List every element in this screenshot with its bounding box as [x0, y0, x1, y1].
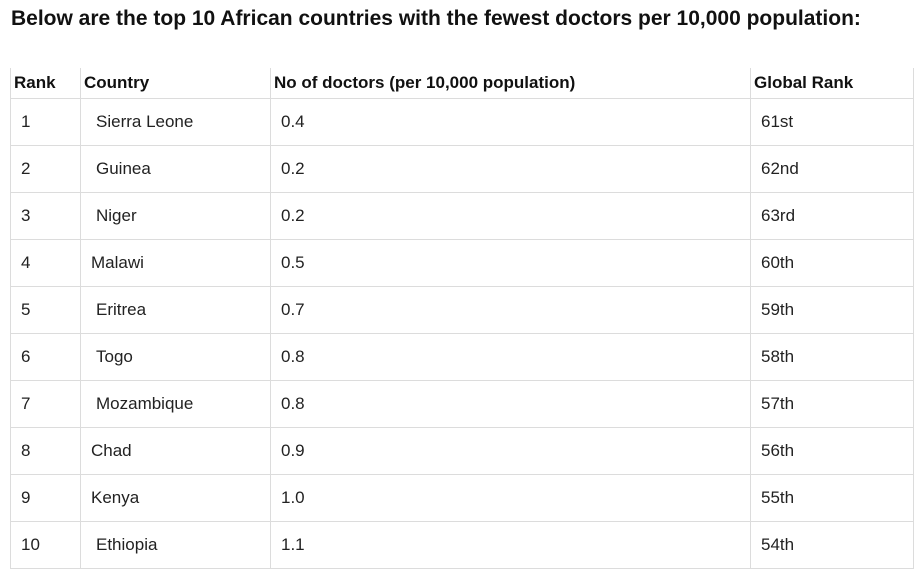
country-cell: Sierra Leone — [80, 98, 271, 146]
country-cell: Chad — [80, 427, 271, 475]
doctors-cell: 0.9 — [270, 427, 751, 475]
global-rank-cell: 60th — [750, 239, 914, 287]
doctors-cell: 0.7 — [270, 286, 751, 334]
column-header-rank: Rank — [10, 68, 81, 99]
global-rank-cell: 58th — [750, 333, 914, 381]
doctors-cell: 0.2 — [270, 145, 751, 193]
country-cell: Ethiopia — [80, 521, 271, 569]
column-header-country: Country — [80, 68, 271, 99]
table-row: 4 Malawi 0.5 60th — [10, 239, 914, 287]
global-rank-cell: 55th — [750, 474, 914, 522]
table-header-row: Rank Country No of doctors (per 10,000 p… — [10, 68, 914, 99]
doctors-table: Rank Country No of doctors (per 10,000 p… — [10, 68, 914, 569]
table-row: 3 Niger 0.2 63rd — [10, 192, 914, 240]
global-rank-cell: 57th — [750, 380, 914, 428]
table-row: 9 Kenya 1.0 55th — [10, 474, 914, 522]
rank-cell: 1 — [10, 98, 81, 146]
country-cell: Mozambique — [80, 380, 271, 428]
doctors-cell: 1.0 — [270, 474, 751, 522]
country-cell: Niger — [80, 192, 271, 240]
rank-cell: 10 — [10, 521, 81, 569]
global-rank-cell: 59th — [750, 286, 914, 334]
global-rank-cell: 56th — [750, 427, 914, 475]
doctors-cell: 1.1 — [270, 521, 751, 569]
table-row: 1 Sierra Leone 0.4 61st — [10, 98, 914, 146]
rank-cell: 7 — [10, 380, 81, 428]
doctors-cell: 0.8 — [270, 333, 751, 381]
doctors-cell: 0.4 — [270, 98, 751, 146]
country-cell: Togo — [80, 333, 271, 381]
country-cell: Malawi — [80, 239, 271, 287]
country-cell: Kenya — [80, 474, 271, 522]
global-rank-cell: 54th — [750, 521, 914, 569]
rank-cell: 2 — [10, 145, 81, 193]
table-row: 6 Togo 0.8 58th — [10, 333, 914, 381]
country-cell: Guinea — [80, 145, 271, 193]
rank-cell: 6 — [10, 333, 81, 381]
rank-cell: 3 — [10, 192, 81, 240]
table-row: 5 Eritrea 0.7 59th — [10, 286, 914, 334]
global-rank-cell: 61st — [750, 98, 914, 146]
table-row: 8 Chad 0.9 56th — [10, 427, 914, 475]
doctors-cell: 0.5 — [270, 239, 751, 287]
doctors-cell: 0.2 — [270, 192, 751, 240]
doctors-cell: 0.8 — [270, 380, 751, 428]
table-row: 2 Guinea 0.2 62nd — [10, 145, 914, 193]
column-header-doctors: No of doctors (per 10,000 population) — [270, 68, 751, 99]
global-rank-cell: 62nd — [750, 145, 914, 193]
rank-cell: 5 — [10, 286, 81, 334]
rank-cell: 9 — [10, 474, 81, 522]
column-header-global-rank: Global Rank — [750, 68, 914, 99]
table-row: 10 Ethiopia 1.1 54th — [10, 521, 914, 569]
rank-cell: 4 — [10, 239, 81, 287]
page-heading: Below are the top 10 African countries w… — [11, 7, 861, 30]
global-rank-cell: 63rd — [750, 192, 914, 240]
rank-cell: 8 — [10, 427, 81, 475]
country-cell: Eritrea — [80, 286, 271, 334]
table-row: 7 Mozambique 0.8 57th — [10, 380, 914, 428]
